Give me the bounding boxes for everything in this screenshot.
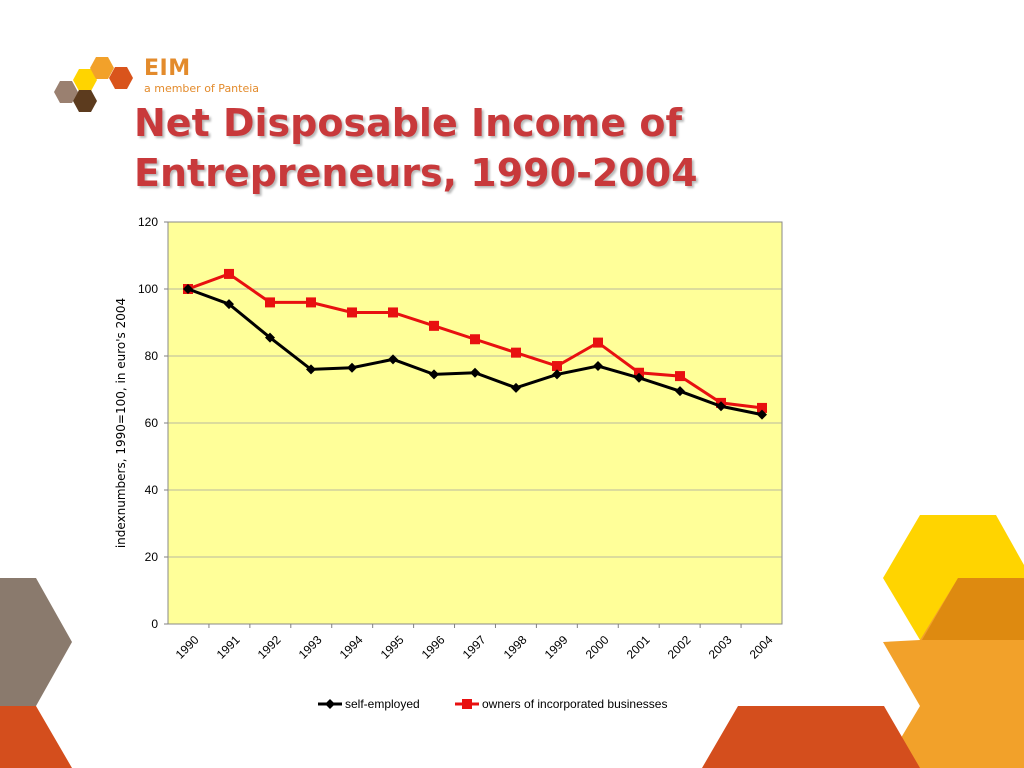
x-tick-label: 1992 xyxy=(255,633,284,662)
y-tick-label: 120 xyxy=(138,215,158,229)
data-point-owners xyxy=(634,367,644,378)
y-tick-label: 80 xyxy=(145,349,159,363)
data-point-owners xyxy=(224,268,234,279)
x-tick-label: 1991 xyxy=(214,633,243,662)
legend: self-employed owners of incorporated busi… xyxy=(318,697,667,711)
data-point-owners xyxy=(470,334,480,345)
y-tick-label: 0 xyxy=(151,617,158,631)
data-point-self-employed xyxy=(634,372,644,383)
data-point-self-employed xyxy=(511,382,521,393)
data-point-self-employed xyxy=(347,362,357,373)
data-point-self-employed xyxy=(265,332,275,343)
data-point-owners xyxy=(552,361,562,372)
x-tick-label: 1996 xyxy=(419,633,448,662)
y-tick-label: 60 xyxy=(145,416,159,430)
x-tick-label: 2000 xyxy=(583,633,612,662)
logo-hex-yellow xyxy=(73,69,97,91)
logo-hex-orange-top xyxy=(90,57,114,79)
slide-title-line1: Net Disposable Income of xyxy=(134,101,683,145)
x-tick-label: 2003 xyxy=(706,633,735,662)
x-tick-label: 2004 xyxy=(747,633,776,662)
y-axis-title: indexnumbers, 1990=100, in euro's 2004 xyxy=(114,298,128,548)
logo-hex-brown-left xyxy=(54,81,78,103)
data-point-owners xyxy=(429,320,439,331)
x-tick-label: 2002 xyxy=(665,633,694,662)
x-tick-label: 1994 xyxy=(337,633,366,662)
x-tick-label: 1997 xyxy=(460,633,489,662)
data-point-self-employed xyxy=(388,354,398,365)
data-point-self-employed xyxy=(429,369,439,380)
y-tick-label: 40 xyxy=(145,483,159,497)
logo-name: EIM xyxy=(144,56,191,81)
data-point-self-employed xyxy=(552,369,562,380)
data-point-self-employed xyxy=(183,284,193,294)
legend-label-owners: owners of incorporated businesses xyxy=(482,697,667,711)
data-point-self-employed xyxy=(306,364,316,375)
data-point-owners xyxy=(675,371,685,382)
logo-hex-orange-right xyxy=(109,67,133,89)
x-tick-label: 2001 xyxy=(624,633,653,662)
data-point-self-employed xyxy=(675,386,685,397)
legend-marker-self-employed xyxy=(325,699,335,709)
x-tick-label: 1993 xyxy=(296,633,325,662)
slide-title-line2: Entrepreneurs, 1990-2004 xyxy=(134,151,698,195)
series-group xyxy=(183,268,767,420)
y-tick-label: 20 xyxy=(145,550,159,564)
data-point-self-employed xyxy=(224,299,234,310)
x-tick-label: 1990 xyxy=(173,633,202,662)
data-point-owners xyxy=(593,337,603,348)
data-point-owners xyxy=(265,297,275,308)
data-point-owners xyxy=(347,307,357,318)
data-point-owners xyxy=(511,347,521,358)
data-point-self-employed xyxy=(716,401,726,412)
data-point-owners xyxy=(306,297,316,308)
x-tick-label: 1999 xyxy=(542,633,571,662)
eim-logo xyxy=(54,57,133,112)
x-tick-label: 1998 xyxy=(501,633,530,662)
gridlines xyxy=(168,288,782,558)
logo-subtitle: a member of Panteia xyxy=(144,82,260,95)
data-point-owners xyxy=(757,402,767,413)
data-point-owners xyxy=(388,307,398,318)
legend-marker-owners xyxy=(462,699,472,709)
x-tick-label: 1995 xyxy=(378,633,407,662)
data-point-self-employed xyxy=(593,361,603,372)
data-point-self-employed xyxy=(757,409,767,420)
x-axis: 1990 1991 1992 1993 1994 1995 1996 1997 1998 1999… xyxy=(173,624,776,662)
data-point-self-employed xyxy=(470,367,480,378)
y-axis: 0 20 40 60 80 100 120 xyxy=(138,215,168,631)
legend-label-self-employed: self-employed xyxy=(345,697,420,711)
y-tick-label: 100 xyxy=(138,282,158,296)
slide-title: Net Disposable Income of Entrepreneurs, … xyxy=(134,98,834,198)
logo-hex-dark-brown xyxy=(73,90,97,112)
